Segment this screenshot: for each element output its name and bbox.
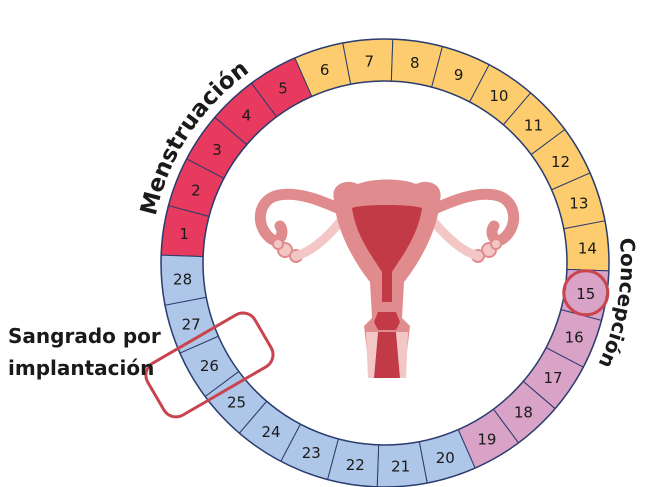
- day-number: 15: [576, 285, 595, 303]
- day-number: 28: [173, 271, 192, 289]
- day-number: 9: [454, 66, 464, 84]
- day-number: 17: [543, 369, 562, 387]
- day-number: 7: [365, 53, 375, 71]
- day-number: 20: [436, 449, 455, 467]
- day-number: 2: [191, 181, 201, 199]
- highlights: [144, 269, 610, 419]
- day-number: 24: [262, 423, 281, 441]
- vaginal-wall-right: [396, 332, 408, 378]
- day-number: 6: [320, 61, 330, 79]
- vaginal-canal: [374, 332, 400, 378]
- day-number: 16: [565, 329, 584, 347]
- ring-inner-border: [202, 80, 568, 446]
- day-number: 27: [182, 315, 201, 333]
- uterus-illustration: [255, 179, 519, 378]
- left-fallopian-tube: [255, 188, 348, 246]
- day-number: 11: [524, 117, 543, 135]
- sangrado-label-line2: implantación: [8, 356, 155, 380]
- left-ligament: [291, 217, 345, 261]
- day-number: 21: [391, 457, 410, 475]
- right-ligament: [429, 217, 483, 261]
- vaginal-wall-left: [366, 332, 378, 378]
- day-number: 14: [578, 239, 597, 257]
- day-number: 3: [212, 141, 222, 159]
- day-number: 1: [179, 225, 189, 243]
- right-fallopian-tube: [426, 188, 519, 246]
- day-number: 19: [477, 431, 496, 449]
- day-number: 5: [278, 79, 288, 97]
- day-number: 8: [410, 54, 420, 72]
- concepcion-highlight: [562, 269, 610, 317]
- ring-outer-border: [160, 38, 610, 487]
- day-number: 18: [514, 403, 533, 421]
- day-number: 26: [200, 357, 219, 375]
- sangrado-label-line1: Sangrado por: [8, 324, 161, 348]
- day-number: 13: [569, 195, 588, 213]
- day-number: 23: [302, 444, 321, 462]
- day-number: 4: [242, 107, 252, 125]
- day-number: 12: [551, 153, 570, 171]
- uterine-cavity: [352, 205, 422, 302]
- cervix: [374, 312, 400, 330]
- day-number: 25: [227, 393, 246, 411]
- sangrado-highlight: [144, 311, 275, 419]
- day-number: 22: [346, 456, 365, 474]
- day-number: 10: [489, 87, 508, 105]
